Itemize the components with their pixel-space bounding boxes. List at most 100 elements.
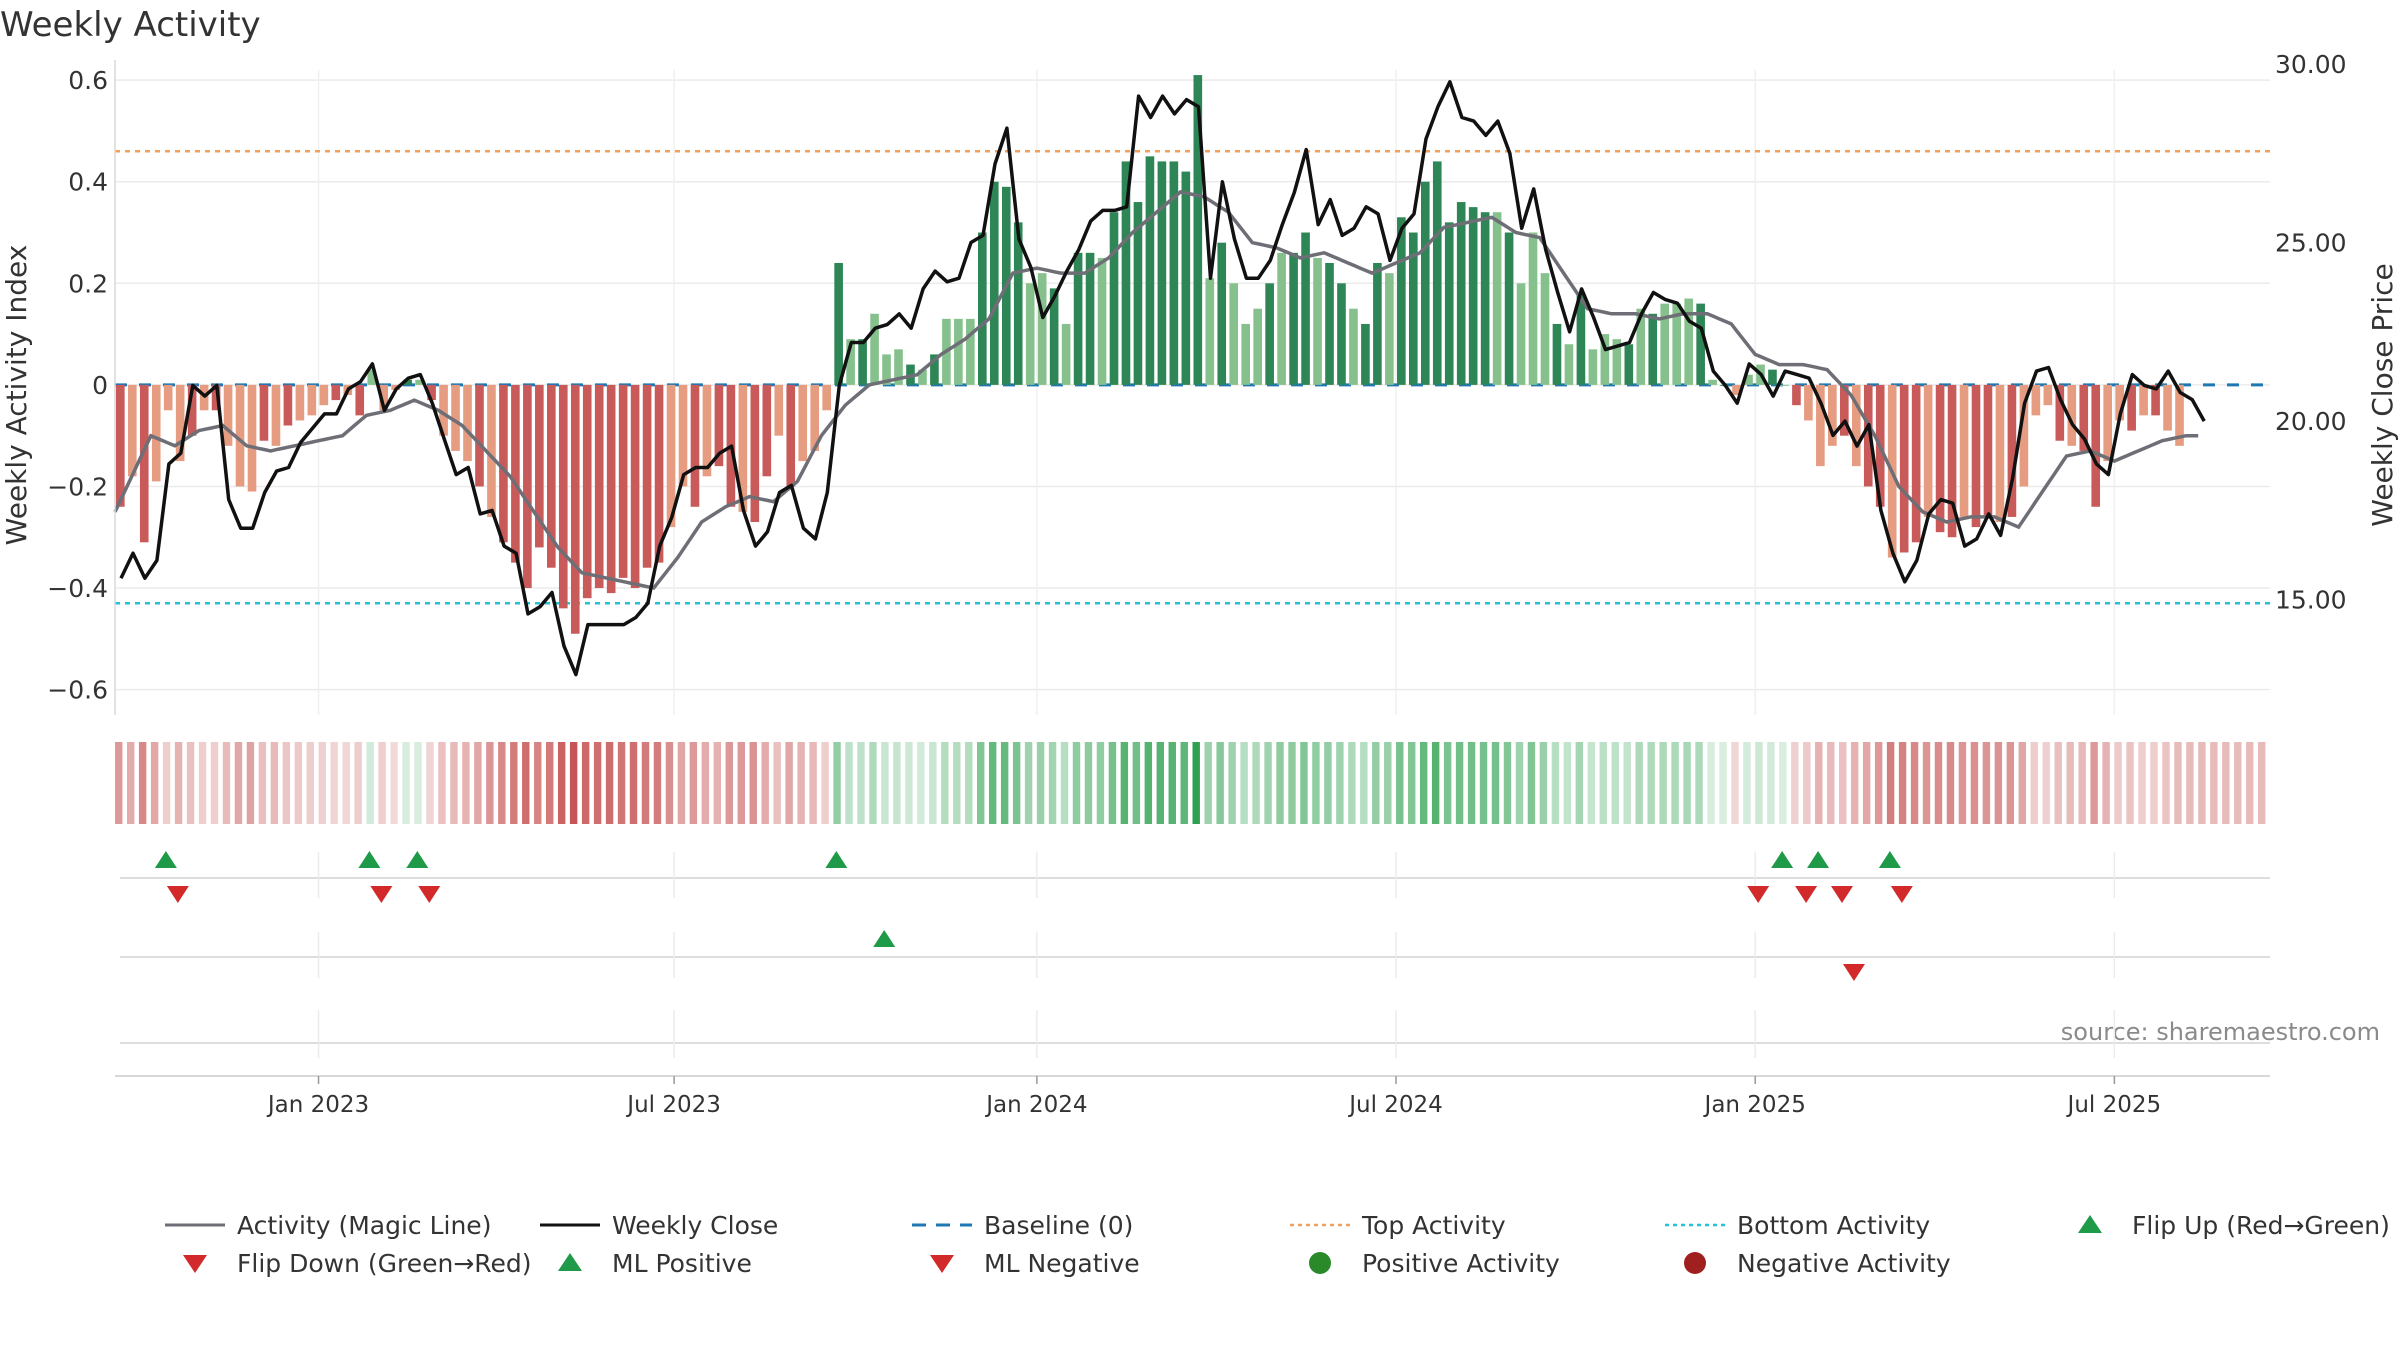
activity-bar [834, 262, 843, 385]
activity-bar [403, 379, 412, 385]
y-tick-label: 0.2 [68, 269, 108, 298]
strip-cell [2186, 742, 2194, 824]
strip-cell [234, 742, 243, 824]
activity-bar [1648, 313, 1658, 385]
activity-bar [1133, 202, 1143, 385]
activity-bar [1241, 323, 1251, 385]
strip-cell [2210, 742, 2218, 824]
y-tick-label: 0 [92, 371, 108, 400]
activity-bar [1061, 323, 1071, 385]
strip-cell [713, 742, 722, 824]
activity-bar [1899, 384, 1909, 553]
activity-bar [1672, 303, 1682, 385]
activity-bar [2115, 384, 2124, 421]
activity-bar [1097, 257, 1107, 385]
activity-bar [2175, 384, 2184, 446]
activity-bar [2127, 384, 2136, 431]
strip-cell [773, 742, 781, 824]
strip-cell [115, 742, 123, 824]
x-tick-label: Jan 2024 [984, 1092, 1087, 1118]
activity-bar [1923, 384, 1933, 517]
strip-cell [1659, 742, 1667, 824]
activity-bar [1456, 202, 1466, 385]
strip-cell [1396, 742, 1404, 824]
activity-bar [415, 379, 424, 385]
strip-cell [1012, 742, 1021, 824]
activity-bar [1361, 323, 1370, 385]
activity-bar [1744, 374, 1753, 385]
strip-cell [1036, 742, 1045, 824]
activity-bar [1373, 262, 1382, 385]
strip-cell [546, 742, 554, 824]
activity-bar [439, 384, 448, 436]
activity-bar [2043, 384, 2053, 406]
strip-cell [1360, 742, 1368, 824]
strip-cell [1719, 742, 1727, 824]
heat-strip [115, 742, 2266, 824]
strip-cell [1647, 742, 1655, 824]
activity-bar [487, 384, 496, 517]
activity-bar [1277, 252, 1286, 385]
strip-cell [2030, 742, 2038, 824]
strip-cell [402, 742, 410, 824]
activity-bar [1037, 273, 1047, 385]
activity-bar [259, 384, 269, 441]
strip-cell [1467, 742, 1476, 824]
legend-label: Top Activity [1361, 1211, 1506, 1240]
strip-cell [2150, 742, 2158, 824]
strip-cell [641, 742, 650, 824]
strip-cell [270, 742, 279, 824]
legend-label: Negative Activity [1737, 1249, 1951, 1278]
strip-cell [1408, 742, 1416, 824]
strip-cell [2090, 742, 2098, 824]
activity-bar [511, 384, 520, 563]
activity-bar [1145, 156, 1155, 385]
activity-bar [331, 384, 341, 401]
activity-bar [786, 384, 796, 487]
strip-cell [2114, 742, 2122, 824]
strip-cell [366, 742, 374, 824]
activity-bar [1409, 232, 1418, 385]
strip-cell [450, 742, 458, 824]
activity-bar [1349, 308, 1358, 385]
activity-bar [1995, 384, 2005, 523]
reference-lines [115, 150, 2270, 605]
strip-cell [510, 742, 518, 824]
strip-cell [1527, 742, 1536, 824]
activity-bar [966, 318, 975, 385]
activity-bar [1181, 171, 1191, 385]
activity-bar [1696, 303, 1705, 385]
strip-cell [1276, 742, 1284, 824]
strip-cell [1958, 742, 1967, 824]
activity-bar [678, 384, 688, 487]
strip-cell [1898, 742, 1907, 824]
activity-bar [954, 318, 963, 385]
activity-bar [175, 384, 185, 462]
activity-bar [1768, 369, 1777, 385]
strip-cell [821, 742, 829, 824]
activity-bar [367, 369, 377, 385]
activity-bar [738, 384, 748, 512]
strip-cell [222, 742, 231, 824]
strip-cell [1779, 742, 1787, 824]
activity-bar [1624, 344, 1634, 385]
activity-bar [379, 384, 389, 411]
activity-bar [1636, 308, 1646, 385]
activity-bar [547, 384, 556, 568]
activity-bar [463, 384, 472, 462]
strip-cell [2102, 742, 2110, 824]
x-axis: Jan 2023 Jul 2023 Jan 2024 Jul 2024 Jan 2025… [115, 1075, 2270, 1118]
activity-bar [235, 384, 245, 487]
flip-down-marker [1747, 886, 1770, 903]
activity-bar [1325, 262, 1334, 385]
activity-bar [1157, 161, 1167, 385]
strip-cell [785, 742, 793, 824]
x-tick-label: Jan 2023 [266, 1092, 369, 1118]
y-tick-label: −0.4 [47, 574, 108, 603]
strip-cell [749, 742, 757, 824]
strip-cell [965, 742, 973, 824]
y2-tick-label: 25.00 [2275, 229, 2347, 258]
activity-bar [1732, 384, 1741, 396]
activity-bar [1947, 384, 1957, 538]
activity-bar [271, 384, 281, 446]
